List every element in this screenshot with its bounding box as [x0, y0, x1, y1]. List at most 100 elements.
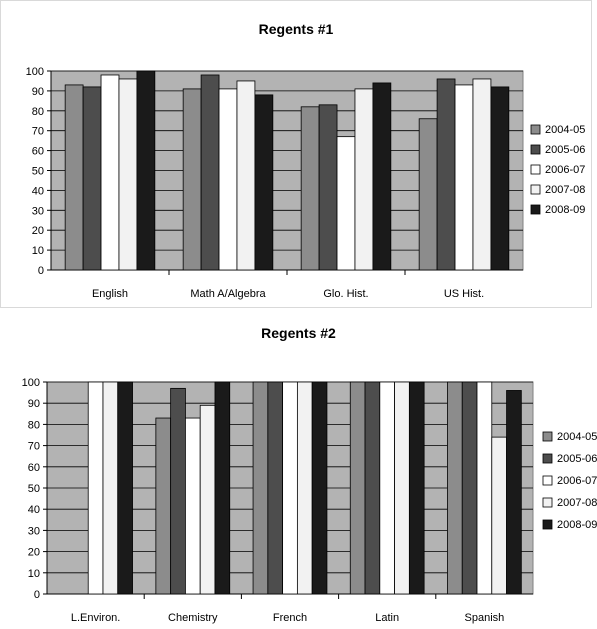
bar: [214, 381, 231, 595]
bar: [82, 86, 102, 271]
bar: [418, 118, 438, 271]
bar: [185, 417, 201, 595]
bar: [372, 82, 392, 271]
legend-swatch: [530, 184, 541, 195]
legend-label: 2006-07: [557, 475, 597, 487]
legend-swatch: [530, 204, 541, 215]
legend-label: 2004-05: [545, 124, 585, 136]
bar: [170, 387, 186, 595]
chart-panel-regents-1: Regents #1 0 10 20 30 40 50 60 70 80 90 100 English…: [0, 0, 592, 308]
y-tick-label: 90: [32, 86, 44, 98]
bar: [408, 381, 425, 595]
legend-swatch: [530, 144, 541, 155]
bar: [155, 417, 172, 595]
y-tick-label: 30: [28, 525, 40, 537]
bar: [254, 94, 274, 271]
chart-title: Regents #2: [261, 325, 336, 341]
bar: [349, 381, 366, 595]
chart-panel-regents-2: Regents #2 0 10 20 30 40 50 60 70 80 90 100 L.Envir…: [0, 312, 597, 629]
x-tick-label: Spanish: [465, 612, 505, 624]
bar: [252, 381, 269, 595]
bar: [182, 88, 202, 271]
bar: [282, 381, 298, 595]
chart-title: Regents #1: [258, 21, 334, 37]
bar: [64, 84, 84, 271]
y-tick-label: 20: [32, 225, 44, 237]
legend-label: 2005-06: [545, 144, 585, 156]
y-tick-label: 100: [22, 377, 40, 389]
y-tick-label: 80: [32, 106, 44, 118]
bar: [296, 381, 313, 595]
legend-swatch: [542, 519, 553, 530]
chart-regents-1: 0 10 20 30 40 50 60 70 80 90 100 English Math A/Alge…: [26, 66, 586, 300]
x-tick-label: Glo. Hist.: [323, 288, 368, 300]
x-tick-label: French: [273, 612, 307, 624]
bar: [311, 381, 328, 595]
bar: [199, 404, 216, 595]
y-tick-label: 10: [28, 568, 40, 580]
legend-label: 2005-06: [557, 453, 597, 465]
y-tick-label: 90: [28, 398, 40, 410]
y-tick-label: 80: [28, 419, 40, 431]
legend-label: 2007-08: [545, 184, 585, 196]
y-tick-label: 10: [32, 245, 44, 257]
bar: [394, 381, 410, 595]
bar: [506, 390, 522, 595]
y-tick-label: 30: [32, 205, 44, 217]
legend-label: 2008-09: [545, 204, 585, 216]
bar: [491, 436, 507, 595]
y-tick-label: 50: [28, 483, 40, 495]
bar: [318, 104, 338, 271]
bar: [118, 78, 138, 271]
bar: [87, 381, 104, 595]
legend-label: 2004-05: [557, 431, 597, 443]
legend-swatch: [542, 497, 553, 508]
y-tick-label: 70: [32, 126, 44, 138]
bar: [100, 74, 120, 271]
legend-label: 2008-09: [557, 519, 597, 531]
bar: [436, 78, 456, 271]
bar: [267, 381, 284, 595]
y-tick-label: 60: [32, 146, 44, 158]
bar: [117, 381, 133, 595]
y-tick-label: 40: [32, 185, 44, 197]
x-tick-label: English: [92, 288, 128, 300]
y-tick-label: 40: [28, 504, 40, 516]
bar: [490, 86, 510, 271]
legend-swatch: [530, 164, 541, 175]
x-tick-label: Latin: [375, 612, 399, 624]
legend-label: 2007-08: [557, 497, 597, 509]
bar: [354, 88, 374, 271]
bar: [476, 381, 493, 595]
legend-swatch: [542, 453, 553, 464]
chart-regents-2: 0 10 20 30 40 50 60 70 80 90 100 L.Environ. Chemistr…: [22, 377, 597, 624]
bar: [336, 136, 356, 271]
y-tick-label: 70: [28, 441, 40, 453]
bar: [447, 381, 463, 595]
y-tick-label: 20: [28, 547, 40, 559]
y-tick-label: 0: [38, 265, 44, 277]
bar: [364, 381, 381, 595]
x-tick-label: L.Environ.: [71, 612, 121, 624]
bar: [461, 381, 478, 595]
bar: [102, 381, 119, 595]
legend-swatch: [542, 431, 553, 442]
y-tick-label: 60: [28, 462, 40, 474]
bar: [136, 70, 156, 271]
bar: [300, 106, 320, 271]
bar: [379, 381, 395, 595]
bar: [218, 88, 238, 271]
x-tick-label: US Hist.: [444, 288, 484, 300]
legend-swatch: [530, 124, 541, 135]
x-tick-label: Chemistry: [168, 612, 218, 624]
y-tick-label: 50: [32, 166, 44, 178]
legend-label: 2006-07: [545, 164, 585, 176]
bar: [200, 74, 220, 271]
y-tick-label: 0: [34, 589, 40, 601]
y-tick-label: 100: [26, 66, 44, 78]
x-tick-label: Math A/Algebra: [190, 288, 266, 300]
legend-swatch: [542, 475, 553, 486]
bar: [454, 84, 474, 271]
bar: [472, 78, 492, 271]
bar: [236, 80, 256, 271]
